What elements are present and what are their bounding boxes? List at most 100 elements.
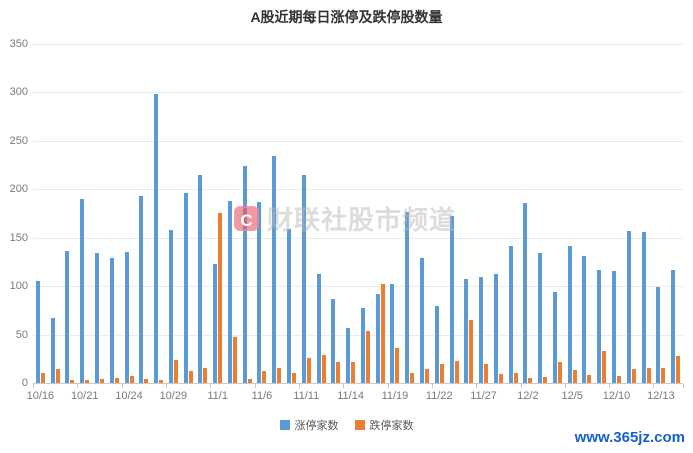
bar-limit-up-11/14 bbox=[346, 328, 351, 383]
bar-limit-up-10/23 bbox=[109, 258, 114, 383]
bar-limit-down-11/11 bbox=[306, 358, 311, 383]
bar-limit-down-11/13 bbox=[336, 362, 341, 383]
x-axis-label-12/13: 12/13 bbox=[647, 390, 675, 402]
y-axis-label-150: 150 bbox=[9, 231, 28, 244]
x-axis-label-10/21: 10/21 bbox=[70, 390, 99, 402]
bar-limit-up-12/13 bbox=[656, 287, 661, 383]
bar-limit-up-11/1 bbox=[213, 264, 218, 383]
bar-limit-up-11/13 bbox=[331, 299, 336, 383]
bar-limit-down-10/30 bbox=[188, 371, 193, 383]
bar-limit-up-11/21 bbox=[419, 258, 424, 383]
gridline-300 bbox=[33, 92, 683, 94]
x-axis-tickmark bbox=[121, 384, 123, 388]
bar-limit-down-12/13 bbox=[661, 368, 666, 383]
bar-limit-up-10/21 bbox=[80, 199, 85, 383]
legend-label-limit-down: 跌停家数 bbox=[369, 420, 414, 432]
x-axis-tickmark bbox=[77, 384, 79, 388]
bar-limit-down-10/17 bbox=[55, 369, 60, 383]
bar-limit-down-12/16 bbox=[676, 356, 681, 383]
bar-limit-down-10/29 bbox=[173, 360, 178, 383]
bar-limit-up-10/25 bbox=[139, 196, 144, 383]
y-axis-label-300: 300 bbox=[9, 86, 28, 99]
bar-limit-down-12/2 bbox=[528, 378, 533, 383]
bar-limit-up-12/11 bbox=[626, 231, 631, 383]
bar-limit-up-10/24 bbox=[124, 252, 129, 383]
x-axis-label-11/11: 11/11 bbox=[293, 390, 320, 402]
bar-limit-up-10/29 bbox=[168, 230, 173, 383]
bar-limit-down-10/16 bbox=[40, 373, 45, 383]
footer-site-link[interactable]: www.365jz.com bbox=[574, 429, 685, 446]
bar-limit-down-10/31 bbox=[203, 368, 208, 383]
x-axis-label-12/5: 12/5 bbox=[561, 390, 583, 402]
x-axis-label-12/10: 12/10 bbox=[602, 390, 631, 402]
x-axis-label-11/27: 11/27 bbox=[470, 390, 497, 402]
x-axis-tickmark bbox=[343, 384, 345, 388]
bar-limit-down-11/15 bbox=[365, 331, 370, 383]
x-axis-tickmark bbox=[520, 384, 522, 388]
bar-limit-down-10/18 bbox=[70, 380, 75, 383]
bar-limit-down-12/9 bbox=[602, 351, 607, 383]
bar-limit-up-12/4 bbox=[552, 292, 557, 383]
bar-limit-down-11/26 bbox=[469, 320, 474, 383]
x-axis-label-11/19: 11/19 bbox=[381, 390, 409, 402]
x-axis-label-10/16: 10/16 bbox=[26, 390, 55, 402]
bar-limit-down-11/7 bbox=[277, 368, 282, 383]
bar-limit-down-12/3 bbox=[543, 377, 548, 383]
x-axis-tickmark bbox=[165, 384, 167, 388]
gridline-250 bbox=[33, 140, 683, 142]
x-axis-tickmark bbox=[431, 384, 433, 388]
bar-limit-up-10/18 bbox=[65, 251, 70, 383]
x-axis-tickmark bbox=[210, 384, 212, 388]
bar-limit-up-11/27 bbox=[479, 277, 484, 383]
bar-limit-down-11/12 bbox=[321, 355, 326, 383]
bar-limit-down-11/18 bbox=[380, 284, 385, 383]
x-axis-tickmark bbox=[254, 384, 256, 388]
x-axis-tickmark bbox=[298, 384, 300, 388]
x-axis-line bbox=[33, 383, 683, 384]
bar-limit-up-11/11 bbox=[301, 175, 306, 383]
x-axis-tickmark bbox=[387, 384, 389, 388]
x-axis-label-10/24: 10/24 bbox=[115, 390, 143, 402]
x-axis-tickmark bbox=[476, 384, 478, 388]
x-axis-label-12/2: 12/2 bbox=[517, 390, 539, 402]
bar-limit-up-11/15 bbox=[360, 308, 365, 383]
bar-limit-down-11/1 bbox=[218, 213, 223, 383]
bar-limit-up-10/17 bbox=[50, 318, 55, 383]
bar-limit-up-12/5 bbox=[567, 246, 572, 383]
bar-limit-up-11/20 bbox=[405, 212, 410, 383]
legend-label-limit-up: 涨停家数 bbox=[294, 420, 339, 432]
bar-limit-down-12/5 bbox=[572, 370, 577, 383]
bar-limit-down-11/4 bbox=[232, 337, 237, 383]
bar-limit-down-10/28 bbox=[159, 380, 164, 383]
bar-limit-down-10/22 bbox=[99, 379, 104, 383]
bar-limit-up-11/18 bbox=[375, 294, 380, 383]
x-axis-label-10/29: 10/29 bbox=[159, 390, 188, 402]
gridline-100 bbox=[33, 286, 683, 288]
legend-swatch-limit-down bbox=[354, 420, 365, 430]
bar-limit-up-10/22 bbox=[94, 253, 99, 383]
x-axis-tickmark bbox=[683, 384, 684, 388]
bar-limit-up-12/16 bbox=[671, 270, 676, 383]
bar-limit-down-11/14 bbox=[351, 362, 356, 383]
y-axis-label-250: 250 bbox=[9, 134, 28, 147]
y-axis-label-200: 200 bbox=[9, 183, 28, 196]
bar-limit-up-11/4 bbox=[227, 201, 232, 383]
bar-limit-up-12/9 bbox=[597, 270, 602, 383]
bar-limit-down-11/25 bbox=[454, 361, 459, 383]
y-axis-label-100: 100 bbox=[9, 280, 28, 293]
bar-limit-down-10/21 bbox=[85, 380, 90, 383]
bar-limit-down-12/4 bbox=[557, 362, 562, 383]
bar-limit-down-10/25 bbox=[144, 379, 149, 383]
bar-limit-down-11/20 bbox=[410, 373, 415, 383]
bar-limit-up-11/12 bbox=[316, 274, 321, 383]
bar-limit-up-11/19 bbox=[390, 284, 395, 383]
legend-item-limit-down: 跌停家数 bbox=[354, 417, 414, 433]
bar-limit-down-11/22 bbox=[439, 364, 444, 383]
x-axis-tickmark bbox=[564, 384, 566, 388]
bar-limit-up-11/5 bbox=[242, 166, 247, 383]
bar-limit-down-10/23 bbox=[114, 378, 119, 383]
bar-limit-up-11/6 bbox=[257, 202, 262, 383]
bar-limit-down-12/11 bbox=[631, 369, 636, 383]
bar-limit-up-10/31 bbox=[198, 175, 203, 383]
